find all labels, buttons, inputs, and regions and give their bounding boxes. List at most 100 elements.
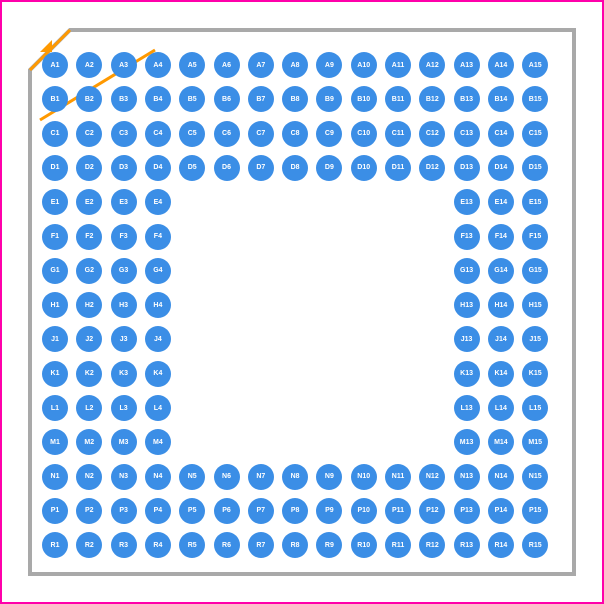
ball-pad: B15 bbox=[522, 86, 548, 112]
ball-pad: C6 bbox=[214, 121, 240, 147]
ball-pad: D5 bbox=[179, 155, 205, 181]
ball-pad: N3 bbox=[111, 464, 137, 490]
ball-pad: C12 bbox=[419, 121, 445, 147]
ball-pad: M13 bbox=[454, 429, 480, 455]
ball-pad: N15 bbox=[522, 464, 548, 490]
ball-pad: A3 bbox=[111, 52, 137, 78]
ball-pad: G2 bbox=[76, 258, 102, 284]
ball-pad: L2 bbox=[76, 395, 102, 421]
ball-pad: R15 bbox=[522, 532, 548, 558]
ball-pad: H2 bbox=[76, 292, 102, 318]
ball-pad: R7 bbox=[248, 532, 274, 558]
ball-pad: L4 bbox=[145, 395, 171, 421]
ball-pad: B5 bbox=[179, 86, 205, 112]
ball-pad: C14 bbox=[488, 121, 514, 147]
ball-pad: L3 bbox=[111, 395, 137, 421]
ball-pad: P10 bbox=[351, 498, 377, 524]
ball-pad: C8 bbox=[282, 121, 308, 147]
ball-pad: P3 bbox=[111, 498, 137, 524]
ball-pad: N14 bbox=[488, 464, 514, 490]
ball-pad: B4 bbox=[145, 86, 171, 112]
ball-pad: D7 bbox=[248, 155, 274, 181]
ball-pad: F3 bbox=[111, 224, 137, 250]
ball-pad: H13 bbox=[454, 292, 480, 318]
ball-pad: R11 bbox=[385, 532, 411, 558]
ball-pad: M1 bbox=[42, 429, 68, 455]
ball-pad: R3 bbox=[111, 532, 137, 558]
ball-pad: D9 bbox=[316, 155, 342, 181]
ball-pad: C13 bbox=[454, 121, 480, 147]
ball-pad: D6 bbox=[214, 155, 240, 181]
ball-pad: A1 bbox=[42, 52, 68, 78]
ball-pad: N1 bbox=[42, 464, 68, 490]
ball-pad: R13 bbox=[454, 532, 480, 558]
ball-pad: E3 bbox=[111, 189, 137, 215]
ball-pad: B1 bbox=[42, 86, 68, 112]
ball-pad: D12 bbox=[419, 155, 445, 181]
ball-pad: B12 bbox=[419, 86, 445, 112]
ball-pad: E15 bbox=[522, 189, 548, 215]
ball-pad: N4 bbox=[145, 464, 171, 490]
ball-pad: J4 bbox=[145, 326, 171, 352]
ball-pad: R12 bbox=[419, 532, 445, 558]
ball-pad: B2 bbox=[76, 86, 102, 112]
ball-pad: R2 bbox=[76, 532, 102, 558]
ball-pad: K13 bbox=[454, 361, 480, 387]
ball-pad: J15 bbox=[522, 326, 548, 352]
ball-pad: A7 bbox=[248, 52, 274, 78]
ball-pad: P7 bbox=[248, 498, 274, 524]
ball-pad: A11 bbox=[385, 52, 411, 78]
ball-pad: M14 bbox=[488, 429, 514, 455]
ball-pad: N12 bbox=[419, 464, 445, 490]
ball-pad: A8 bbox=[282, 52, 308, 78]
ball-pad: F1 bbox=[42, 224, 68, 250]
ball-pad: B11 bbox=[385, 86, 411, 112]
ball-grid-container: A1A2A3A4A5A6A7A8A9A10A11A12A13A14A15B1B2… bbox=[0, 0, 604, 604]
ball-pad: B10 bbox=[351, 86, 377, 112]
ball-pad: K3 bbox=[111, 361, 137, 387]
ball-pad: F15 bbox=[522, 224, 548, 250]
ball-pad: J2 bbox=[76, 326, 102, 352]
ball-pad: M3 bbox=[111, 429, 137, 455]
ball-pad: A2 bbox=[76, 52, 102, 78]
ball-pad: P1 bbox=[42, 498, 68, 524]
ball-pad: B7 bbox=[248, 86, 274, 112]
ball-pad: A5 bbox=[179, 52, 205, 78]
ball-pad: J14 bbox=[488, 326, 514, 352]
ball-pad: K4 bbox=[145, 361, 171, 387]
ball-pad: C15 bbox=[522, 121, 548, 147]
ball-pad: P4 bbox=[145, 498, 171, 524]
ball-pad: K1 bbox=[42, 361, 68, 387]
ball-pad: N7 bbox=[248, 464, 274, 490]
ball-pad: C9 bbox=[316, 121, 342, 147]
ball-pad: J3 bbox=[111, 326, 137, 352]
ball-pad: A14 bbox=[488, 52, 514, 78]
ball-pad: P11 bbox=[385, 498, 411, 524]
ball-pad: E13 bbox=[454, 189, 480, 215]
ball-pad: A4 bbox=[145, 52, 171, 78]
ball-pad: N11 bbox=[385, 464, 411, 490]
ball-pad: A10 bbox=[351, 52, 377, 78]
ball-pad: J1 bbox=[42, 326, 68, 352]
ball-pad: R1 bbox=[42, 532, 68, 558]
ball-pad: G15 bbox=[522, 258, 548, 284]
ball-pad: D13 bbox=[454, 155, 480, 181]
ball-pad: R8 bbox=[282, 532, 308, 558]
ball-pad: N9 bbox=[316, 464, 342, 490]
ball-pad: R4 bbox=[145, 532, 171, 558]
ball-pad: B8 bbox=[282, 86, 308, 112]
ball-pad: P15 bbox=[522, 498, 548, 524]
ball-pad: C10 bbox=[351, 121, 377, 147]
ball-pad: M15 bbox=[522, 429, 548, 455]
ball-pad: N8 bbox=[282, 464, 308, 490]
ball-pad: B13 bbox=[454, 86, 480, 112]
ball-pad: D10 bbox=[351, 155, 377, 181]
ball-pad: P13 bbox=[454, 498, 480, 524]
ball-pad: D4 bbox=[145, 155, 171, 181]
ball-pad: E4 bbox=[145, 189, 171, 215]
ball-pad: F14 bbox=[488, 224, 514, 250]
ball-pad: D3 bbox=[111, 155, 137, 181]
ball-pad: L13 bbox=[454, 395, 480, 421]
ball-pad: H15 bbox=[522, 292, 548, 318]
ball-pad: A9 bbox=[316, 52, 342, 78]
